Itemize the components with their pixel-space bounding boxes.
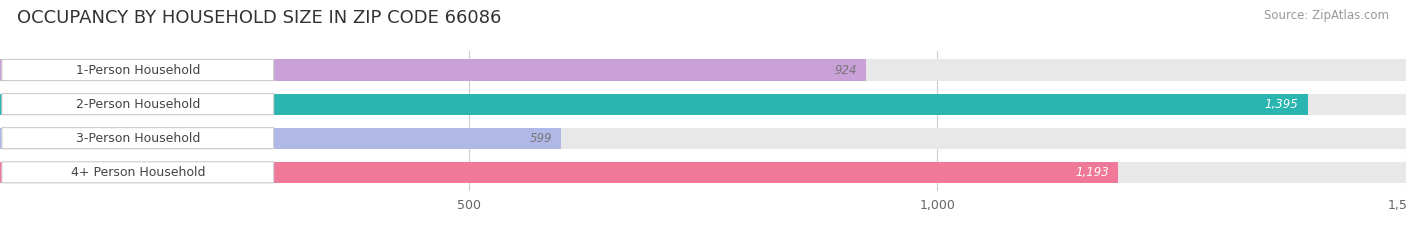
Bar <box>0 128 561 149</box>
Bar <box>0 128 1406 149</box>
FancyBboxPatch shape <box>1 93 274 115</box>
Text: 1,395: 1,395 <box>1264 98 1298 111</box>
Text: 3-Person Household: 3-Person Household <box>76 132 200 145</box>
FancyBboxPatch shape <box>1 162 274 183</box>
Text: Source: ZipAtlas.com: Source: ZipAtlas.com <box>1264 9 1389 22</box>
Bar <box>0 59 866 81</box>
Bar <box>0 93 1308 115</box>
Text: 924: 924 <box>834 64 856 76</box>
FancyBboxPatch shape <box>1 128 274 149</box>
FancyBboxPatch shape <box>1 59 274 81</box>
Text: 1,193: 1,193 <box>1076 166 1109 179</box>
Text: 1-Person Household: 1-Person Household <box>76 64 200 76</box>
Bar <box>0 59 1406 81</box>
Text: 2-Person Household: 2-Person Household <box>76 98 200 111</box>
Text: 4+ Person Household: 4+ Person Household <box>70 166 205 179</box>
Bar <box>0 162 1406 183</box>
Text: 599: 599 <box>530 132 553 145</box>
Bar <box>0 162 1118 183</box>
Bar <box>0 93 1406 115</box>
Text: OCCUPANCY BY HOUSEHOLD SIZE IN ZIP CODE 66086: OCCUPANCY BY HOUSEHOLD SIZE IN ZIP CODE … <box>17 9 502 27</box>
